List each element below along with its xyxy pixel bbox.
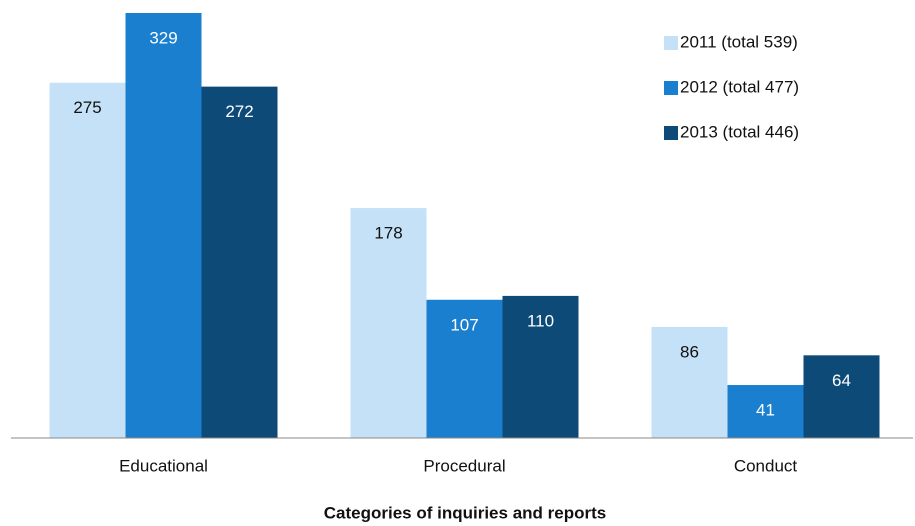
bar <box>651 326 728 438</box>
value-label: 275 <box>73 98 101 117</box>
x-tick-label: Educational <box>119 456 208 475</box>
legend-swatch <box>664 81 678 95</box>
value-label: 86 <box>680 342 699 361</box>
value-label: 272 <box>225 102 253 121</box>
value-label: 64 <box>832 371 851 390</box>
bar <box>803 355 880 438</box>
bar <box>350 208 427 438</box>
value-label: 329 <box>149 28 177 47</box>
x-tick-label: Procedural <box>423 456 505 475</box>
bar <box>727 385 804 438</box>
value-label: 107 <box>450 315 478 334</box>
bar <box>125 13 202 438</box>
bar <box>502 295 579 438</box>
x-axis-title: Categories of inquiries and reports <box>324 503 606 522</box>
x-tick-label: Conduct <box>734 456 798 475</box>
value-label: 178 <box>374 224 402 243</box>
legend-label: 2011 (total 539) <box>680 32 798 51</box>
value-label: 110 <box>527 311 554 330</box>
legend-swatch <box>664 126 678 140</box>
bar <box>426 299 503 438</box>
legend-label: 2012 (total 477) <box>680 77 799 96</box>
bar <box>49 82 126 438</box>
legend-label: 2013 (total 446) <box>680 122 799 141</box>
legend-swatch <box>664 36 678 50</box>
value-label: 41 <box>756 401 775 420</box>
bar <box>201 86 278 439</box>
